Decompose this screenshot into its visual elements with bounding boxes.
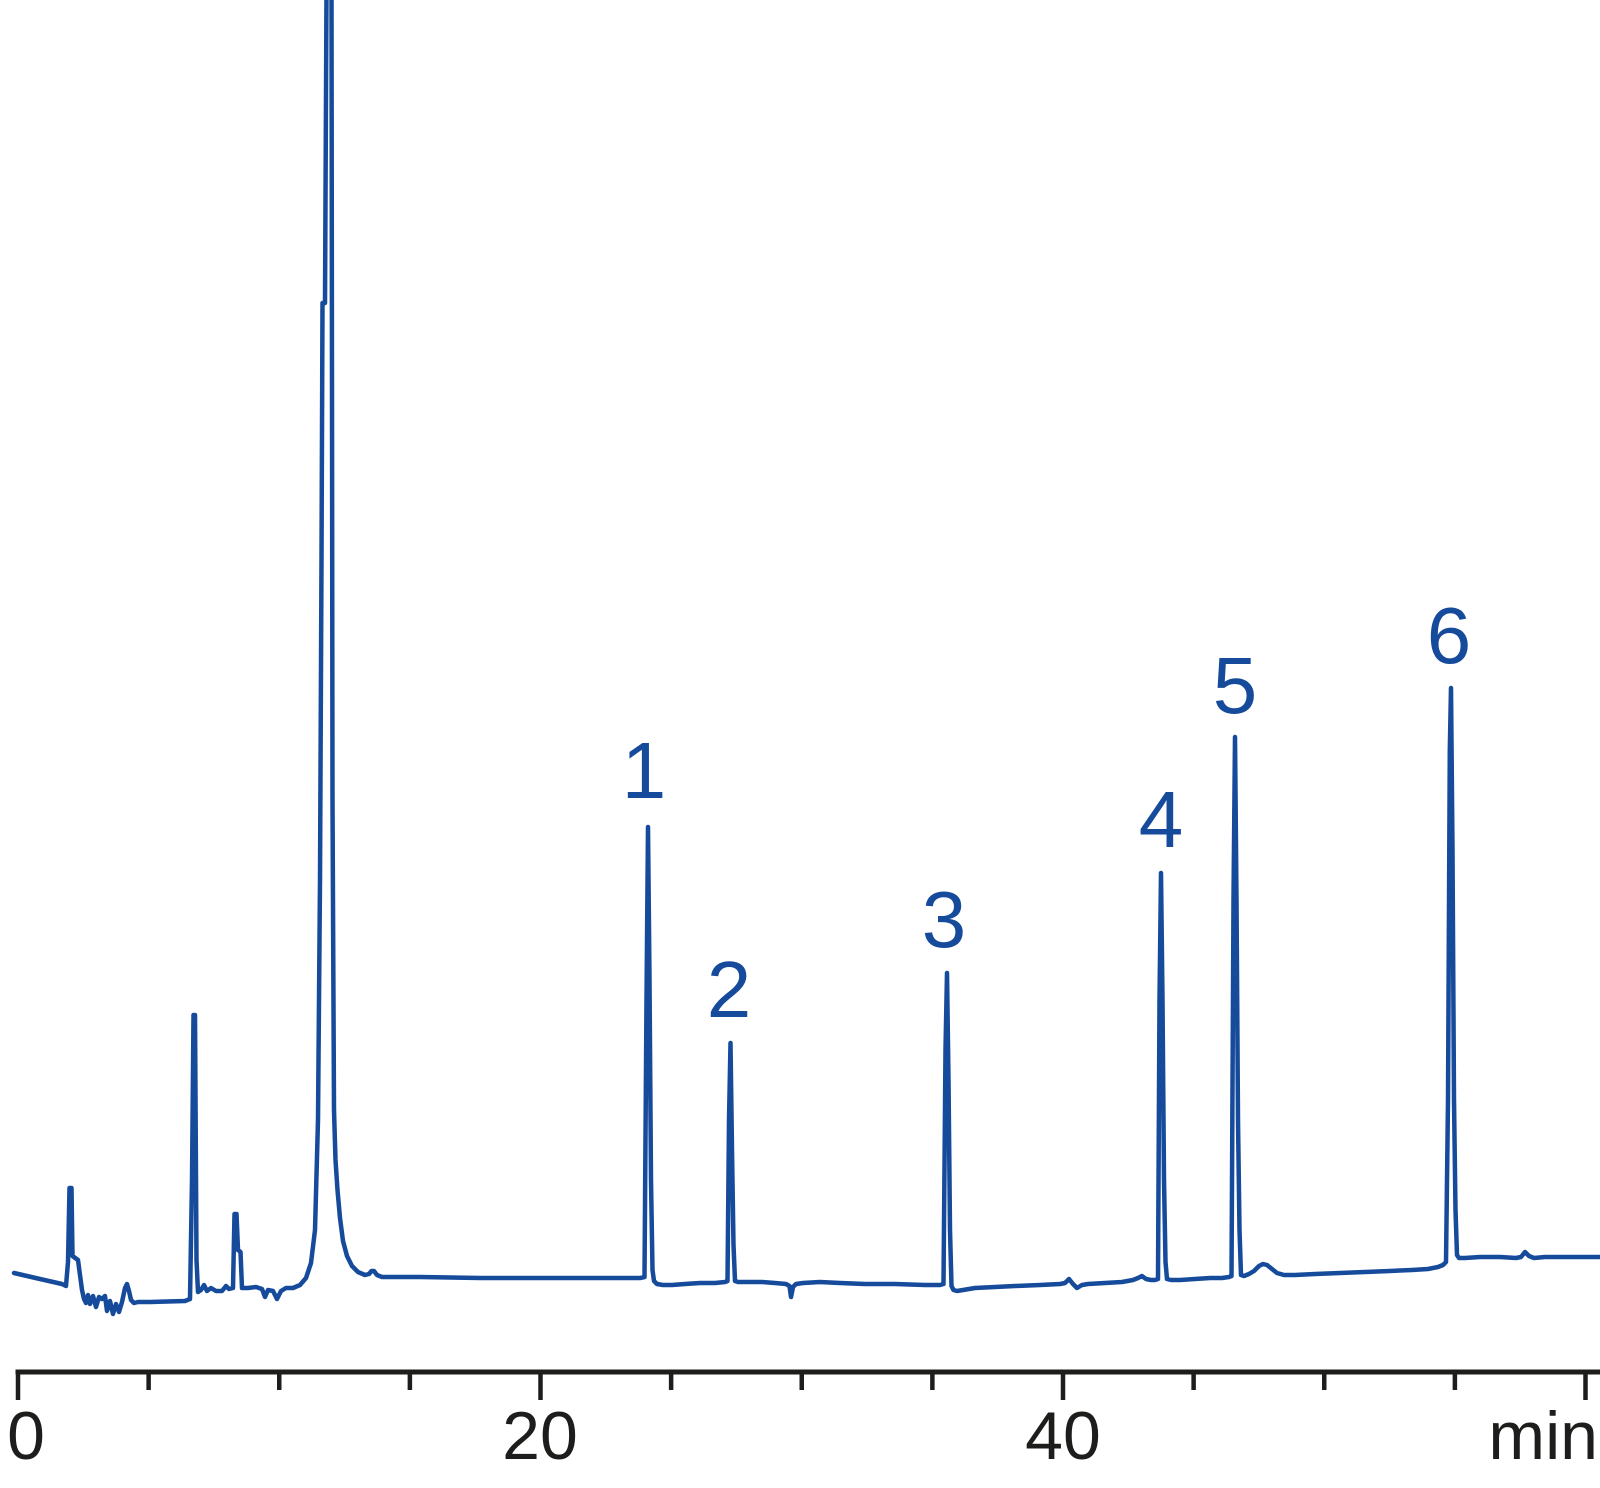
x-axis-tick-label-20: 20 xyxy=(502,1398,578,1474)
x-axis-ticks xyxy=(15,1372,1588,1400)
x-axis-tick-label-40: 40 xyxy=(1025,1398,1101,1474)
peak-label-6: 6 xyxy=(1427,591,1472,680)
chromatogram-trace xyxy=(11,0,1600,1317)
x-axis-unit-label: min xyxy=(1488,1398,1598,1474)
x-axis-tick-label-0: 0 xyxy=(7,1398,45,1474)
peak-label-2: 2 xyxy=(707,945,752,1034)
peak-label-4: 4 xyxy=(1139,775,1184,864)
peak-label-1: 1 xyxy=(622,726,667,815)
peak-label-5: 5 xyxy=(1213,641,1258,730)
peak-label-3: 3 xyxy=(922,875,967,964)
